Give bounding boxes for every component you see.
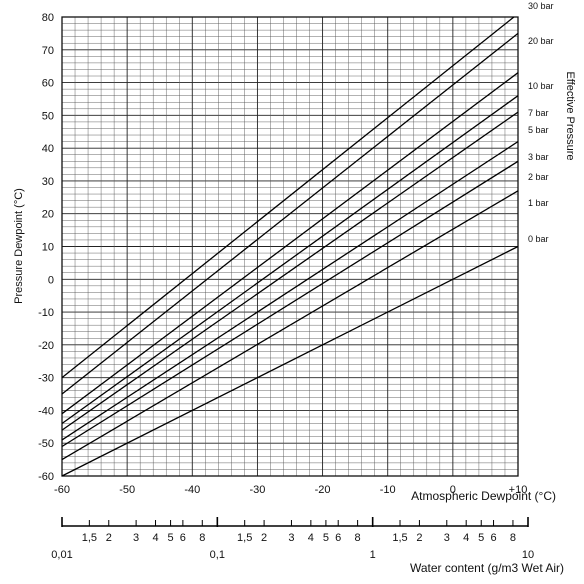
water-scale-minor-label: 8 <box>199 532 205 544</box>
pressure-label: 0 bar <box>528 234 549 244</box>
series-group <box>61 16 519 477</box>
water-scale-minor-label: 5 <box>168 532 174 544</box>
x-tick-label: -60 <box>54 484 70 496</box>
pressure-label: 20 bar <box>528 36 554 46</box>
water-scale-minor-label: 5 <box>478 532 484 544</box>
water-scale-minor-label: 2 <box>416 532 422 544</box>
water-scale-minor-label: 3 <box>133 532 139 544</box>
x-tick-labels: -60 -50 -40 -30 -20 -10 0 +10 <box>54 484 527 496</box>
y-tick-label: 70 <box>42 45 54 57</box>
x-tick-label: -40 <box>184 484 200 496</box>
y-tick-labels: 80 70 60 50 40 30 20 10 0 -10 -20 -30 -40 -50 -60 <box>38 12 54 483</box>
water-scale-minor-label: 8 <box>355 532 361 544</box>
pressure-label: 3 bar <box>528 152 549 162</box>
x-axis-label: Atmospheric Dewpoint (°C) <box>411 489 556 503</box>
y-tick-label: -20 <box>38 340 54 352</box>
water-scale-minor-label: 5 <box>323 532 329 544</box>
y-tick-label: -40 <box>38 405 54 417</box>
water-scale-minor-label: 4 <box>463 532 469 544</box>
x-tick-label: 0 <box>450 484 456 496</box>
x-tick-label: +10 <box>509 484 528 496</box>
series-line-30-bar <box>61 16 515 379</box>
pressure-label: 5 bar <box>528 125 549 135</box>
y-axis-label: Pressure Dewpoint (°C) <box>13 188 25 304</box>
water-scale-minor-label: 4 <box>308 532 314 544</box>
water-scale-decade-label: 1 <box>370 549 376 561</box>
pressure-label: 7 bar <box>528 108 549 118</box>
pressure-label: 2 bar <box>528 172 549 182</box>
water-content-scale: 0,01 0,1 1 101,5 2 3 4 5 6 8 1,5 2 3 4 5 6 8 1,5 2 3 4 5 6 8 <box>51 517 534 561</box>
water-scale-minor-label: 1,5 <box>237 532 252 544</box>
x-tick-label: -20 <box>315 484 331 496</box>
series-line-20-bar <box>61 32 519 395</box>
y-tick-label: 60 <box>42 78 54 90</box>
pressure-label: 1 bar <box>528 198 549 208</box>
water-scale-decade-label: 10 <box>522 549 534 561</box>
y-tick-label: 40 <box>42 143 54 155</box>
y-tick-label: 20 <box>42 209 54 221</box>
y-tick-label: -30 <box>38 373 54 385</box>
y-tick-label: 0 <box>48 274 54 286</box>
water-scale-minor-label: 1,5 <box>82 532 97 544</box>
water-scale-minor-label: 2 <box>106 532 112 544</box>
pressure-labels: 30 bar 20 bar 10 bar 7 bar 5 bar 3 bar 2 bar 1 … <box>528 1 554 244</box>
series-line-3-bar <box>61 141 519 441</box>
y-tick-label: -60 <box>38 471 54 483</box>
y-tick-label: -10 <box>38 307 54 319</box>
series-line-2-bar <box>61 160 519 448</box>
water-scale-minor-label: 3 <box>288 532 294 544</box>
y-tick-label: 80 <box>42 12 54 24</box>
series-line-1-bar <box>61 190 519 461</box>
series-line-5-bar <box>61 111 519 431</box>
x-tick-label: -50 <box>119 484 135 496</box>
water-scale-minor-label: 3 <box>444 532 450 544</box>
water-scale-minor-label: 1,5 <box>392 532 407 544</box>
x-tick-label: -30 <box>249 484 265 496</box>
y-tick-label: 10 <box>42 242 54 254</box>
water-scale-minor-label: 6 <box>490 532 496 544</box>
pressure-label: 30 bar <box>528 1 554 11</box>
water-scale-minor-label: 8 <box>510 532 516 544</box>
series-line-7-bar <box>61 95 519 425</box>
water-scale-decade-label: 0,01 <box>51 549 72 561</box>
y-tick-label: 50 <box>42 110 54 122</box>
y-tick-label: -50 <box>38 438 54 450</box>
water-scale-minor-label: 6 <box>335 532 341 544</box>
water-scale-decade-label: 0,1 <box>210 549 225 561</box>
series-line-10-bar <box>61 72 519 415</box>
pressure-label: 10 bar <box>528 81 554 91</box>
series-line-0-bar <box>61 245 519 477</box>
water-scale-minor-label: 2 <box>261 532 267 544</box>
y-tick-label: 30 <box>42 176 54 188</box>
right-axis-label: Effective Pressure <box>564 71 576 160</box>
secondary-x-axis-label: Water content (g/m3 Wet Air) <box>410 561 564 575</box>
x-tick-label: -10 <box>380 484 396 496</box>
water-scale-minor-label: 4 <box>152 532 158 544</box>
water-scale-minor-label: 6 <box>180 532 186 544</box>
